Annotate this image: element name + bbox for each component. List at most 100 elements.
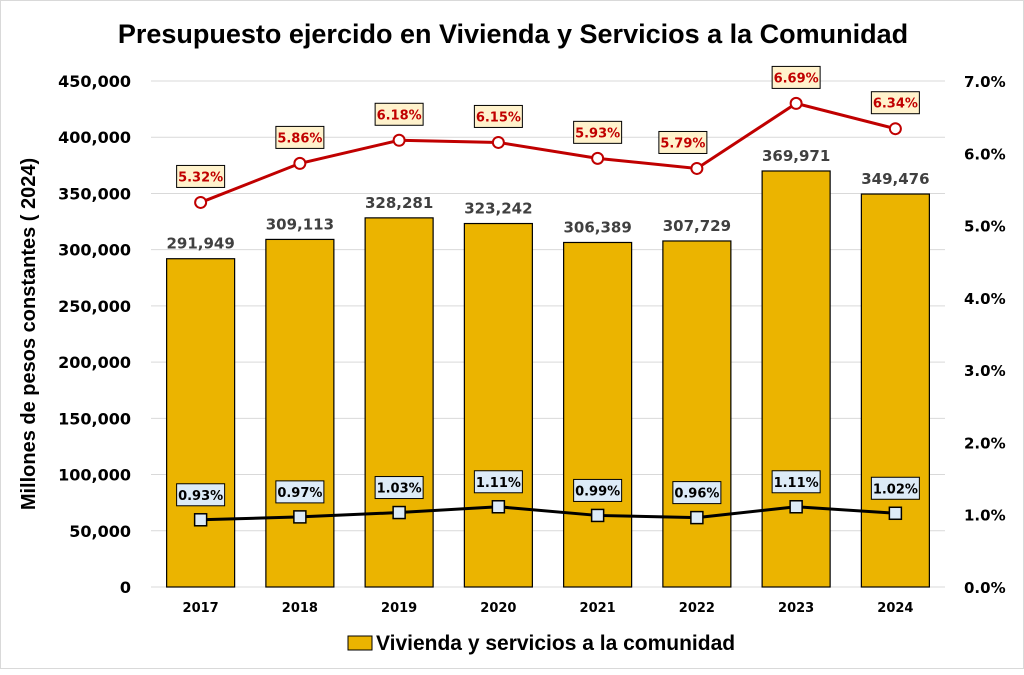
- data-label: 1.03%: [377, 482, 422, 497]
- series-line: [200, 505, 896, 522]
- x-tick-label: 2020: [480, 601, 516, 616]
- line-point: [293, 510, 307, 524]
- bar: [166, 258, 236, 588]
- y2-tick-label: 6.0%: [964, 145, 1006, 163]
- bar: [662, 240, 732, 588]
- data-label-box: [374, 102, 424, 126]
- bar-value-label: 306,389: [563, 218, 631, 236]
- data-label-box: [176, 164, 226, 188]
- bar: [563, 241, 633, 588]
- line-point: [789, 500, 803, 514]
- line-point: [193, 513, 208, 527]
- data-label: 5.93%: [575, 126, 620, 141]
- data-label-box: [771, 65, 821, 89]
- data-label: 6.69%: [774, 71, 819, 86]
- y2-tick-label: 4.0%: [964, 290, 1006, 308]
- x-tick-label: 2018: [282, 601, 318, 616]
- data-label-box: [870, 476, 920, 500]
- data-label: 1.11%: [476, 476, 521, 491]
- line-point: [789, 96, 803, 110]
- lines: 5.32% 5.86% 6.18% 6.15% 5.93% 5.79% 6.69% 6.34%…: [176, 65, 920, 527]
- line-point: [591, 151, 605, 165]
- data-label-box: [374, 476, 424, 500]
- bar-value-label: 291,949: [166, 235, 234, 253]
- y2-tick-label: 1.0%: [964, 507, 1006, 525]
- data-label-box: [771, 470, 821, 494]
- bar-value-label: 328,281: [365, 194, 433, 212]
- data-label-box: [573, 478, 623, 502]
- y-tick-label: 0: [120, 578, 131, 597]
- y-tick-label: 450,000: [58, 72, 131, 91]
- data-label-box: [176, 483, 226, 507]
- data-label: 5.32%: [178, 170, 223, 185]
- bar-value-label: 349,476: [861, 170, 929, 188]
- data-label: 5.86%: [277, 131, 322, 146]
- y-tick-label: 200,000: [58, 353, 131, 372]
- data-label: 0.99%: [575, 484, 620, 499]
- data-label: 1.02%: [873, 482, 918, 497]
- data-label: 0.96%: [674, 487, 719, 502]
- y2-tick-label: 2.0%: [964, 434, 1006, 452]
- data-label: 0.97%: [277, 486, 322, 501]
- bar-value-label: 309,113: [266, 215, 334, 233]
- data-label: 0.93%: [178, 489, 223, 504]
- data-label: 6.34%: [873, 97, 918, 112]
- y-tick-label: 150,000: [58, 409, 131, 428]
- bar: [364, 217, 434, 588]
- data-label-box: [275, 125, 325, 149]
- line-point: [690, 161, 704, 175]
- y-tick-label: 350,000: [58, 184, 131, 203]
- x-tick-label: 2019: [381, 601, 417, 616]
- chart-title: Presupuesto ejercido en Vivienda y Servi…: [118, 19, 908, 49]
- y-tick-label: 300,000: [58, 241, 131, 260]
- line-point: [690, 510, 704, 525]
- data-label: 6.18%: [377, 108, 422, 123]
- line-point: [888, 506, 903, 521]
- series-line: [200, 101, 896, 204]
- x-tick-label: 2021: [580, 601, 616, 616]
- line-point: [392, 505, 406, 520]
- y-tick-label: 400,000: [58, 128, 131, 147]
- y2-tick-label: 7.0%: [964, 73, 1006, 91]
- y2-tick-label: 5.0%: [964, 218, 1006, 236]
- data-label-box: [658, 130, 708, 154]
- bar: [761, 170, 831, 588]
- data-label: 6.15%: [476, 110, 521, 125]
- line-point: [293, 156, 307, 170]
- line-point: [590, 508, 605, 523]
- data-label-box: [473, 470, 523, 494]
- bar-value-label: 369,971: [762, 147, 830, 165]
- bar: [463, 222, 533, 588]
- y-tick-label: 50,000: [69, 522, 131, 541]
- bar-value-label: 323,242: [464, 200, 532, 218]
- line-point: [194, 195, 208, 209]
- data-label-box: [870, 91, 920, 115]
- x-tick-label: 2022: [679, 601, 715, 616]
- line-point: [491, 500, 506, 514]
- data-label: 5.79%: [660, 136, 705, 151]
- y-axis-left: 0 50,000 100,000 150,000 200,000 250,000 300,0…: [58, 72, 131, 597]
- line-point: [888, 122, 902, 136]
- data-label-box: [672, 481, 722, 505]
- legend: Vivienda y servicios a la comunidad: [347, 632, 735, 655]
- bar: [860, 193, 930, 588]
- y-tick-label: 100,000: [58, 466, 131, 485]
- bar-labels: 291,949 309,113 328,281 323,242 306,389 307,7…: [166, 147, 929, 253]
- data-label-box: [473, 104, 523, 128]
- bar-value-label: 307,729: [663, 217, 731, 235]
- data-label: 1.11%: [774, 476, 819, 491]
- y-axis-right: 0.0% 1.0% 2.0% 3.0% 4.0% 5.0% 6.0% 7.0%: [964, 73, 1006, 597]
- bar: [265, 238, 335, 588]
- data-label-box: [573, 120, 623, 144]
- y-tick-label: 250,000: [58, 297, 131, 316]
- line-point: [392, 133, 406, 147]
- y2-tick-label: 0.0%: [964, 579, 1006, 597]
- y-axis-title: Millones de pesos constantes ( 2024): [18, 158, 40, 510]
- line-point: [491, 135, 505, 149]
- x-axis: 2017 2018 2019 2020 2021 2022 2023 2024: [183, 601, 914, 616]
- x-tick-label: 2017: [183, 601, 219, 616]
- bars: [166, 170, 930, 588]
- x-tick-label: 2023: [778, 601, 814, 616]
